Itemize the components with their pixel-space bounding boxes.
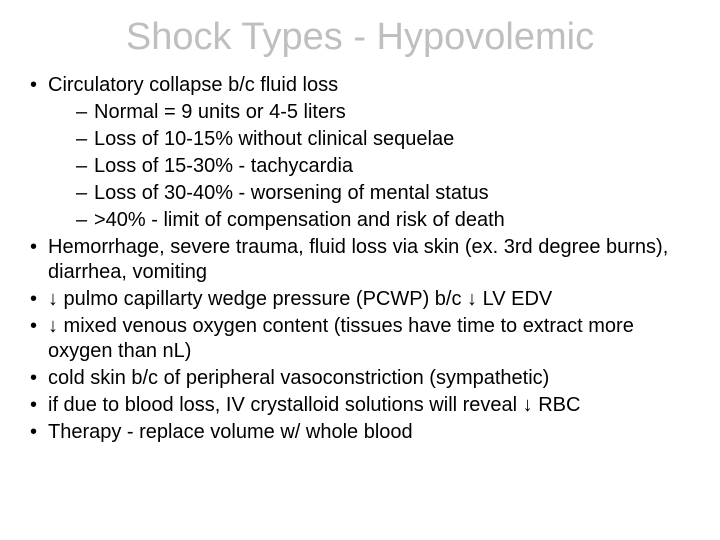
bullet-text: >40% - limit of compensation and risk of… <box>94 209 505 231</box>
bullet-text: if due to blood loss, IV crystalloid sol… <box>48 394 580 416</box>
list-item: ↓ pulmo capillarty wedge pressure (PCWP)… <box>30 287 700 312</box>
list-item: >40% - limit of compensation and risk of… <box>76 208 700 233</box>
list-item: Loss of 15-30% - tachycardia <box>76 154 700 179</box>
bullet-text: ↓ mixed venous oxygen content (tissues h… <box>48 315 634 362</box>
bullet-text: Loss of 30-40% - worsening of mental sta… <box>94 182 489 204</box>
bullet-text: Therapy - replace volume w/ whole blood <box>48 421 413 443</box>
list-item: ↓ mixed venous oxygen content (tissues h… <box>30 314 700 364</box>
list-item: Circulatory collapse b/c fluid loss Norm… <box>30 73 700 233</box>
list-item: Hemorrhage, severe trauma, fluid loss vi… <box>30 235 700 285</box>
list-item: Therapy - replace volume w/ whole blood <box>30 420 700 445</box>
list-item: Normal = 9 units or 4-5 liters <box>76 100 700 125</box>
list-item: Loss of 10-15% without clinical sequelae <box>76 127 700 152</box>
bullet-text: Normal = 9 units or 4-5 liters <box>94 101 346 123</box>
slide: Shock Types - Hypovolemic Circulatory co… <box>0 0 720 540</box>
slide-title: Shock Types - Hypovolemic <box>20 16 700 59</box>
list-item: cold skin b/c of peripheral vasoconstric… <box>30 366 700 391</box>
bullet-text: Loss of 15-30% - tachycardia <box>94 155 353 177</box>
bullet-text: Circulatory collapse b/c fluid loss <box>48 74 338 96</box>
sub-list: Normal = 9 units or 4-5 liters Loss of 1… <box>48 100 700 233</box>
bullet-text: Hemorrhage, severe trauma, fluid loss vi… <box>48 236 668 283</box>
bullet-text: Loss of 10-15% without clinical sequelae <box>94 128 454 150</box>
bullet-list: Circulatory collapse b/c fluid loss Norm… <box>20 73 700 445</box>
list-item: Loss of 30-40% - worsening of mental sta… <box>76 181 700 206</box>
list-item: if due to blood loss, IV crystalloid sol… <box>30 393 700 418</box>
bullet-text: cold skin b/c of peripheral vasoconstric… <box>48 367 549 389</box>
bullet-text: ↓ pulmo capillarty wedge pressure (PCWP)… <box>48 288 552 310</box>
